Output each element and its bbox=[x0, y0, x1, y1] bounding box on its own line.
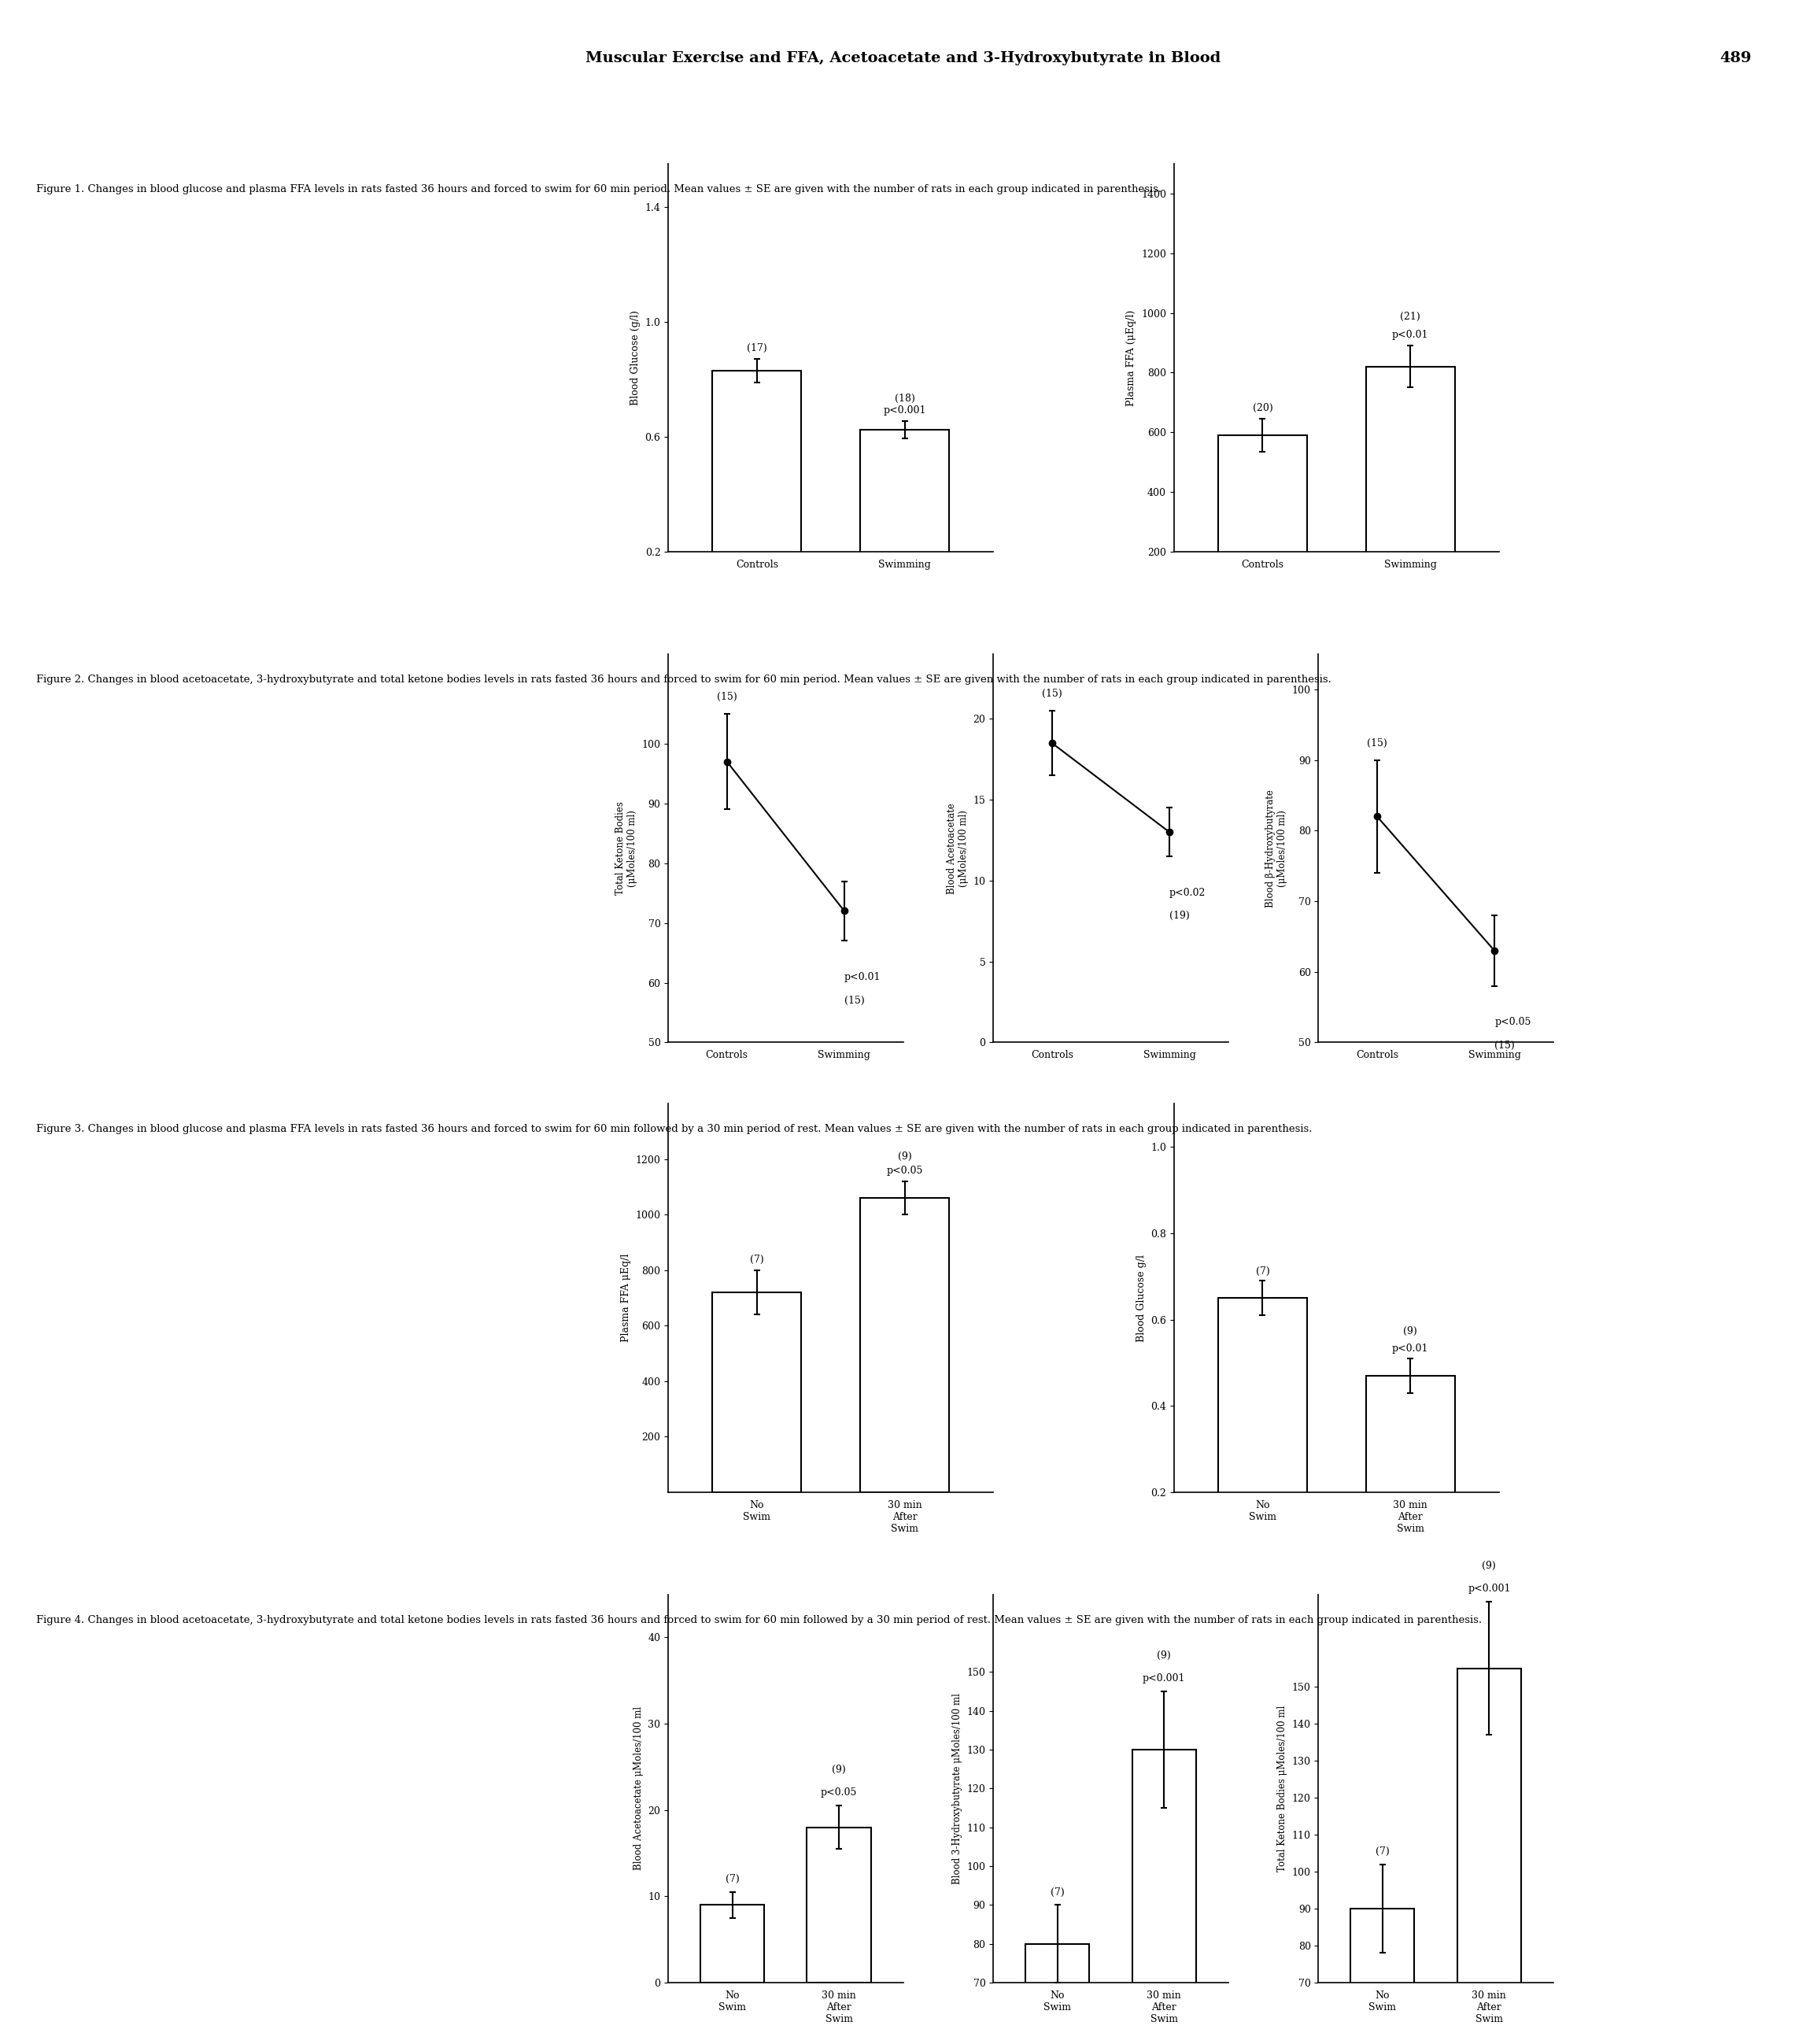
Text: p<0.05: p<0.05 bbox=[887, 1165, 923, 1175]
Bar bbox=[713, 1292, 802, 1492]
Text: p<0.001: p<0.001 bbox=[1468, 1584, 1510, 1594]
Bar bbox=[1219, 1298, 1308, 1578]
Bar bbox=[1365, 366, 1454, 611]
Bar bbox=[860, 429, 948, 609]
Y-axis label: Total Ketone Bodies μMoles/100 ml: Total Ketone Bodies μMoles/100 ml bbox=[1277, 1705, 1288, 1872]
Text: (19): (19) bbox=[1170, 912, 1190, 922]
Text: p<0.01: p<0.01 bbox=[1392, 1343, 1429, 1353]
Text: p<0.05: p<0.05 bbox=[1495, 1018, 1531, 1028]
Text: p<0.001: p<0.001 bbox=[1143, 1674, 1185, 1684]
Text: p<0.001: p<0.001 bbox=[883, 405, 926, 415]
Text: (18): (18) bbox=[894, 394, 916, 405]
Text: (9): (9) bbox=[1158, 1650, 1170, 1660]
Text: p<0.01: p<0.01 bbox=[843, 973, 881, 983]
Text: Figure 3. Changes in blood glucose and plasma FFA levels in rats fasted 36 hours: Figure 3. Changes in blood glucose and p… bbox=[36, 1124, 1313, 1134]
Text: (17): (17) bbox=[746, 343, 768, 354]
Text: (21): (21) bbox=[1400, 311, 1421, 321]
Bar bbox=[1219, 435, 1308, 611]
Y-axis label: Plasma FFA (μEq/l): Plasma FFA (μEq/l) bbox=[1127, 309, 1136, 407]
Text: (15): (15) bbox=[1042, 689, 1062, 699]
Y-axis label: Blood Glucose g/l: Blood Glucose g/l bbox=[1136, 1255, 1147, 1341]
Text: Figure 4. Changes in blood acetoacetate, 3-hydroxybutyrate and total ketone bodi: Figure 4. Changes in blood acetoacetate,… bbox=[36, 1615, 1481, 1625]
Text: (15): (15) bbox=[1495, 1040, 1515, 1051]
Bar bbox=[1365, 1376, 1454, 1578]
Text: p<0.02: p<0.02 bbox=[1170, 887, 1206, 897]
Y-axis label: Blood 3-Hydroxybutyrate μMoles/100 ml: Blood 3-Hydroxybutyrate μMoles/100 ml bbox=[952, 1692, 963, 1885]
Text: Muscular Exercise and FFA, Acetoacetate and 3-Hydroxybutyrate in Blood: Muscular Exercise and FFA, Acetoacetate … bbox=[585, 51, 1221, 65]
Text: p<0.05: p<0.05 bbox=[820, 1788, 858, 1799]
Text: 489: 489 bbox=[1719, 51, 1752, 65]
Text: (9): (9) bbox=[833, 1764, 845, 1774]
Bar bbox=[1351, 1909, 1414, 2044]
Text: (9): (9) bbox=[898, 1151, 912, 1161]
Text: (7): (7) bbox=[726, 1874, 739, 1885]
Bar bbox=[701, 1905, 764, 1983]
Text: (15): (15) bbox=[1367, 738, 1387, 748]
Text: (15): (15) bbox=[843, 995, 865, 1006]
Bar bbox=[713, 370, 802, 609]
Text: (7): (7) bbox=[1376, 1846, 1389, 1856]
Y-axis label: Blood Glucose (g/l): Blood Glucose (g/l) bbox=[630, 311, 641, 405]
Bar bbox=[860, 1198, 948, 1492]
Text: (9): (9) bbox=[1403, 1327, 1418, 1337]
Text: (9): (9) bbox=[1483, 1560, 1495, 1570]
Text: Figure 1. Changes in blood glucose and plasma FFA levels in rats fasted 36 hours: Figure 1. Changes in blood glucose and p… bbox=[36, 184, 1161, 194]
Y-axis label: Blood β-Hydroxybutyrate
(μMoles/100 ml): Blood β-Hydroxybutyrate (μMoles/100 ml) bbox=[1266, 789, 1288, 908]
Bar bbox=[1132, 1750, 1196, 2044]
Text: (15): (15) bbox=[717, 693, 737, 703]
Y-axis label: Total Ketone Bodies
(μMoles/100 ml): Total Ketone Bodies (μMoles/100 ml) bbox=[616, 801, 638, 895]
Text: (7): (7) bbox=[749, 1255, 764, 1265]
Text: (7): (7) bbox=[1051, 1887, 1064, 1897]
Text: (20): (20) bbox=[1252, 403, 1273, 413]
Text: p<0.01: p<0.01 bbox=[1392, 329, 1429, 339]
Y-axis label: Blood Acetoacetate μMoles/100 ml: Blood Acetoacetate μMoles/100 ml bbox=[634, 1707, 643, 1870]
Y-axis label: Plasma FFA μEq/l: Plasma FFA μEq/l bbox=[621, 1253, 630, 1343]
Bar bbox=[1026, 1944, 1089, 2044]
Text: Figure 2. Changes in blood acetoacetate, 3-hydroxybutyrate and total ketone bodi: Figure 2. Changes in blood acetoacetate,… bbox=[36, 675, 1331, 685]
Bar bbox=[1457, 1668, 1521, 2044]
Bar bbox=[807, 1827, 870, 1983]
Text: (7): (7) bbox=[1255, 1265, 1270, 1275]
Y-axis label: Blood Acetoacetate
(μMoles/100 ml): Blood Acetoacetate (μMoles/100 ml) bbox=[946, 803, 968, 893]
